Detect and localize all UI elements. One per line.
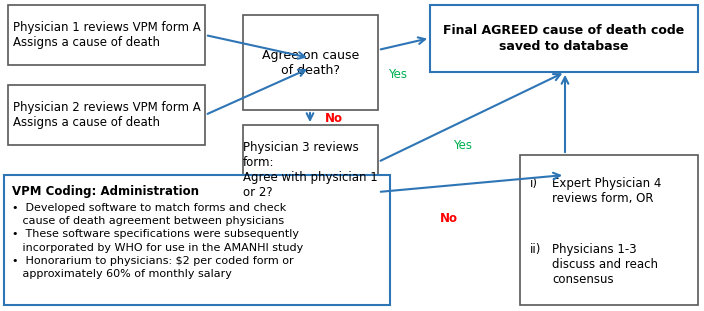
Bar — [8, 5, 205, 65]
Text: Physician 1 reviews VPM form A
Assigns a cause of death: Physician 1 reviews VPM form A Assigns a… — [13, 21, 201, 49]
Bar — [4, 175, 390, 305]
Text: Final AGREED cause of death code: Final AGREED cause of death code — [444, 24, 684, 37]
Text: Yes: Yes — [453, 139, 472, 152]
Text: ii): ii) — [530, 243, 541, 256]
Text: Physician 2 reviews VPM form A
Assigns a cause of death: Physician 2 reviews VPM form A Assigns a… — [13, 101, 201, 129]
Text: Physician 3 reviews
form:
Agree with physician 1
or 2?: Physician 3 reviews form: Agree with phy… — [243, 141, 378, 199]
Bar — [243, 15, 378, 110]
Text: VPM Coding: Administration: VPM Coding: Administration — [12, 185, 199, 198]
Text: •  Developed software to match forms and check
   cause of death agreement betwe: • Developed software to match forms and … — [12, 203, 303, 279]
Text: saved to database: saved to database — [499, 40, 629, 53]
Text: Agree on cause
of death?: Agree on cause of death? — [262, 49, 359, 77]
Bar — [430, 5, 698, 72]
Bar — [243, 125, 378, 215]
Text: Yes: Yes — [389, 68, 408, 81]
Text: Physicians 1-3
discuss and reach
consensus: Physicians 1-3 discuss and reach consens… — [552, 243, 658, 286]
Text: No: No — [440, 212, 458, 225]
Bar — [8, 85, 205, 145]
Text: Expert Physician 4
reviews form, OR: Expert Physician 4 reviews form, OR — [552, 177, 661, 205]
Text: No: No — [325, 112, 343, 124]
Text: i): i) — [530, 177, 538, 190]
Bar — [520, 155, 698, 305]
